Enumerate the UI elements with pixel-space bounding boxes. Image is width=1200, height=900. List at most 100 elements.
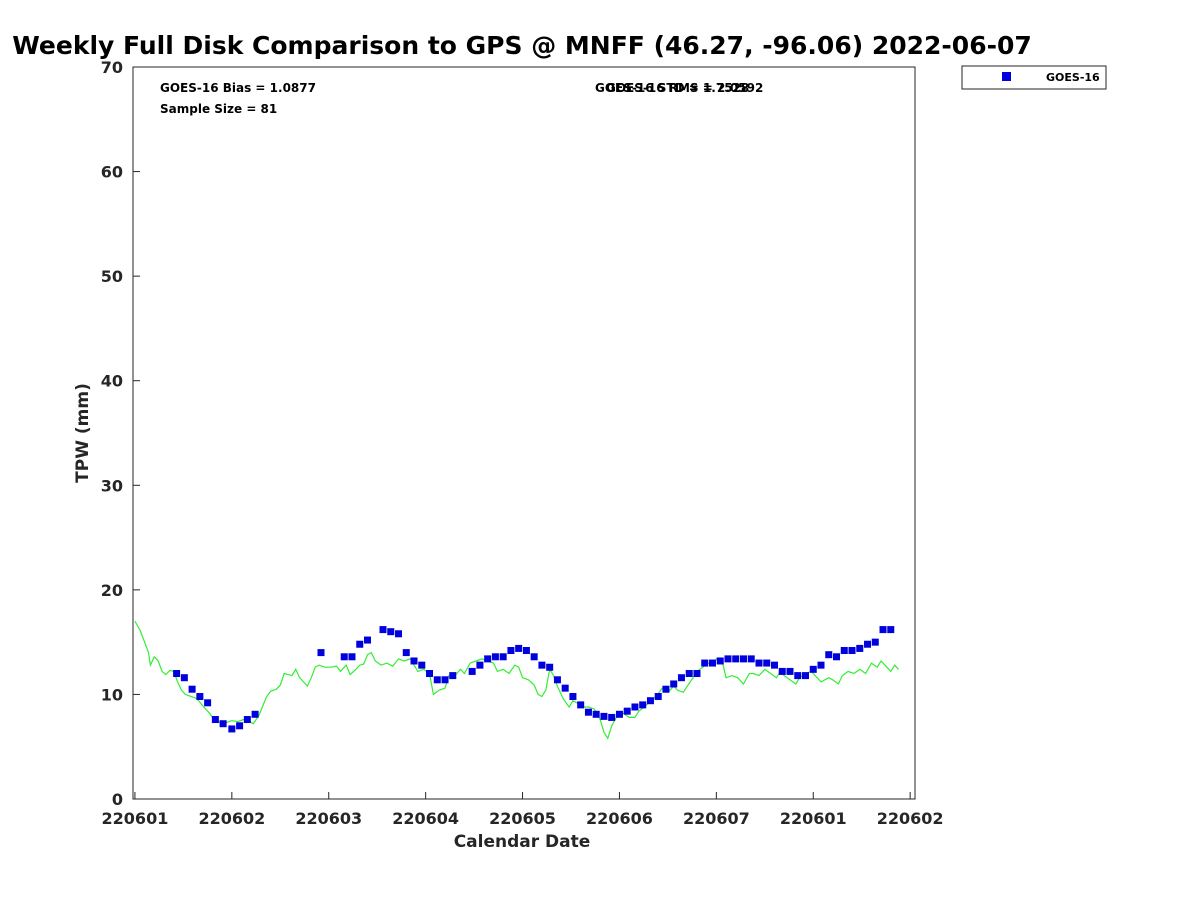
y-tick-label: 10 (101, 685, 123, 704)
goes16-data-point (418, 661, 426, 669)
goes16-data-point (379, 626, 387, 634)
x-tick-label: 220601 (780, 809, 847, 828)
goes16-data-point (809, 665, 817, 673)
goes16-data-point (180, 674, 188, 682)
goes16-data-point (817, 661, 825, 669)
legend-box (961, 65, 1107, 90)
sample-size-annotation: Sample Size = 81 (160, 102, 277, 116)
goes16-data-point (364, 636, 372, 644)
goes16-data-point (340, 653, 348, 661)
goes16-data-point (693, 670, 701, 678)
goes16-data-point (615, 710, 623, 718)
goes16-data-point (173, 670, 181, 678)
goes16-data-point (468, 667, 476, 675)
goes16-data-point (441, 676, 449, 684)
bias-annotation: GOES-16 Bias = 1.0877 (160, 81, 316, 95)
goes16-data-point (546, 663, 554, 671)
rms-annotation: GOES-16 RMS = 2.0592 (606, 81, 763, 95)
goes16-data-point (739, 655, 747, 663)
legend: GOES-16 (961, 65, 1107, 90)
y-tick-label: 70 (101, 58, 123, 77)
goes16-data-point (848, 647, 856, 655)
goes16-data-point (856, 644, 864, 652)
goes16-data-point (251, 710, 259, 718)
goes16-data-point (763, 659, 771, 667)
goes16-data-point (243, 716, 251, 724)
y-tick-label: 30 (101, 476, 123, 495)
goes16-data-point (584, 708, 592, 716)
goes16-data-point (786, 667, 794, 675)
goes16-data-point (716, 657, 724, 665)
goes16-data-point (507, 647, 515, 655)
goes16-data-point (794, 672, 802, 680)
goes16-data-point (499, 653, 507, 661)
plot-area: 0 10 20 30 40 50 60 70 220601 220602 220603 220604… (101, 58, 944, 828)
x-tick-label: 220601 (102, 809, 169, 828)
goes16-data-point (708, 659, 716, 667)
goes16-data-point (654, 693, 662, 701)
goes16-data-point (871, 638, 879, 646)
goes16-data-point (747, 655, 755, 663)
y-tick-label: 0 (112, 790, 123, 809)
y-tick-label: 40 (101, 372, 123, 391)
goes16-data-point (491, 653, 499, 661)
goes16-data-point (724, 655, 732, 663)
goes16-data-point (670, 680, 678, 688)
goes16-data-point (732, 655, 740, 663)
legend-label: GOES-16 (1046, 71, 1100, 84)
x-tick-label: 220602 (198, 809, 265, 828)
goes16-data-point (530, 653, 538, 661)
goes16-data-point (204, 699, 212, 707)
x-axis-label: Calendar Date (454, 832, 591, 852)
x-tick-label: 220603 (295, 809, 362, 828)
legend-marker (1002, 72, 1011, 81)
goes16-data-point (219, 720, 227, 728)
goes16-data-point (778, 667, 786, 675)
goes16-data-point (196, 693, 204, 701)
goes16-data-point (553, 676, 561, 684)
y-tick-label: 50 (101, 267, 123, 286)
series-lines (134, 620, 899, 740)
x-tick-label: 220607 (683, 809, 750, 828)
x-tick-label: 220605 (489, 809, 556, 828)
goes16-data-point (211, 716, 219, 724)
x-tick-label: 220602 (877, 809, 944, 828)
goes16-data-point (236, 722, 244, 730)
goes16-data-point (887, 626, 895, 634)
goes16-data-point (662, 685, 670, 693)
goes16-data-point (426, 670, 434, 678)
goes16-data-point (515, 644, 523, 652)
goes16-data-point (577, 701, 585, 709)
goes16-data-point (639, 701, 647, 709)
goes16-data-point (646, 697, 654, 705)
std-annotation: GOES-16 STD = 1.7528 (595, 81, 749, 95)
goes16-data-point (476, 661, 484, 669)
goes16-data-point (433, 676, 441, 684)
plot-frame (132, 66, 916, 800)
x-tick-label: 220606 (586, 809, 653, 828)
goes16-data-point (592, 710, 600, 718)
goes16-data-point (395, 630, 403, 638)
gps-tpw-line (134, 620, 899, 740)
y-axis: 0 10 20 30 40 50 60 70 (101, 58, 140, 809)
goes16-data-point (600, 712, 608, 720)
goes16-data-point (833, 653, 841, 661)
goes16-data-point (188, 685, 196, 693)
goes16-data-point (864, 640, 872, 648)
goes16-data-point (631, 703, 639, 711)
goes16-data-point (522, 647, 530, 655)
x-axis: 220601 220602 220603 220604 220605 220606 2206… (102, 792, 944, 828)
goes16-data-point (569, 693, 577, 701)
goes16-data-point (677, 674, 685, 682)
goes16-data-point (825, 651, 833, 659)
goes16-data-point (449, 672, 457, 680)
goes16-data-point (561, 684, 569, 692)
goes16-data-point (623, 707, 631, 715)
series-points (173, 626, 895, 733)
y-tick-label: 60 (101, 163, 123, 182)
y-axis-label: TPW (mm) (73, 383, 93, 483)
goes16-data-point (410, 657, 418, 665)
goes16-data-point (348, 653, 356, 661)
